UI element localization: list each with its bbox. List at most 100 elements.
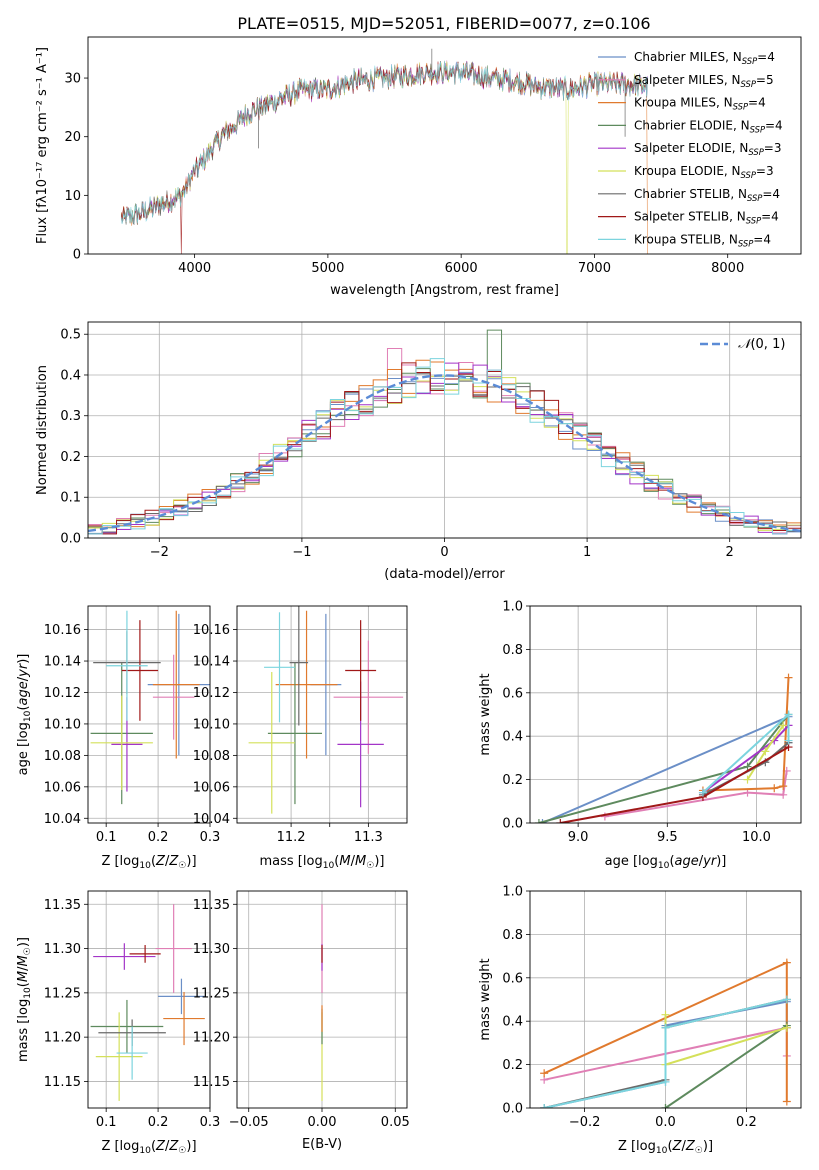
mass-vs-Z-point bbox=[155, 904, 192, 993]
spectrum-series-line bbox=[121, 61, 648, 224]
age-vs-Z-point bbox=[106, 610, 148, 721]
mass-vs-ebv-xtick-label: −0.05 bbox=[229, 1115, 269, 1130]
age-vs-Z-frame bbox=[87, 605, 211, 824]
spectrum-legend-label: Salpeter ELODIE, NSSP=3 bbox=[634, 141, 782, 157]
age-vs-mass-ytick-label: 10.04 bbox=[193, 812, 230, 827]
marker bbox=[779, 790, 788, 799]
age-vs-Z-panel: 0.1 0.2 0.3 10.04 10.06 10.08 10.10 10.12 10.14 1… bbox=[16, 605, 220, 871]
mass-vs-ebv-xlabel: E(B-V) bbox=[302, 1137, 342, 1152]
age-vs-mass-xtick-label: 11.2 bbox=[277, 830, 306, 845]
age-vs-Z-xtick-label: 0.2 bbox=[148, 830, 169, 845]
residuals-ylabel: Normed distribution bbox=[35, 365, 50, 495]
mass-weight-vs-Z-ytick-label: 1.0 bbox=[502, 885, 523, 900]
mass-vs-Z-ytick-label: 11.35 bbox=[44, 898, 81, 913]
marker bbox=[761, 747, 770, 756]
marker bbox=[770, 784, 779, 793]
mass-weight-vs-Z-series bbox=[540, 995, 791, 1108]
mass-weight-vs-Z-ytick-label: 0.0 bbox=[502, 1102, 523, 1117]
mass-weight-vs-age-ytick-label: 0.2 bbox=[502, 773, 523, 788]
mass-weight-vs-Z-ylabel: mass weight bbox=[478, 958, 493, 1040]
age-vs-Z-ytick-label: 10.04 bbox=[44, 812, 81, 827]
spectrum-xtick-label: 6000 bbox=[445, 261, 478, 276]
spectrum-legend-label: Chabrier ELODIE, NSSP=4 bbox=[634, 118, 783, 134]
normal-curve bbox=[88, 374, 801, 533]
age-vs-Z-ytick-label: 10.06 bbox=[44, 780, 81, 795]
spectrum-legend-label: Kroupa STELIB, NSSP=4 bbox=[634, 232, 771, 248]
marker bbox=[600, 812, 609, 821]
mass-weight-vs-Z-ytick-label: 0.6 bbox=[502, 971, 523, 986]
mass-vs-Z-point bbox=[116, 1026, 148, 1080]
marker bbox=[534, 819, 543, 823]
mass-vs-ebv-ytick-label: 11.30 bbox=[193, 942, 230, 957]
residuals-grid bbox=[88, 322, 801, 539]
spectrum-xtick-label: 7000 bbox=[578, 261, 611, 276]
age-vs-mass-point bbox=[289, 606, 309, 726]
age-vs-mass-frame bbox=[236, 605, 408, 824]
mass-weight-vs-Z-xlabel: Z [log10(Z/Z☉)] bbox=[618, 1139, 713, 1156]
mass-weight-vs-Z-series bbox=[661, 1021, 791, 1108]
residuals-xtick-label: −2 bbox=[150, 545, 169, 560]
age-vs-Z-ytick-label: 10.12 bbox=[44, 686, 81, 701]
age-vs-Z-xtick-label: 0.1 bbox=[96, 830, 117, 845]
mass-vs-Z-ytick-label: 11.20 bbox=[44, 1031, 81, 1046]
marker bbox=[540, 1104, 549, 1108]
marker bbox=[661, 1077, 670, 1086]
spectrum-legend-label: Kroupa MILES, NSSP=4 bbox=[634, 96, 766, 112]
mass-weight-vs-Z-series bbox=[661, 1010, 791, 1069]
age-vs-mass-panel: 11.2 11.3 10.04 10.06 10.08 10.10 10.12 10.14 10… bbox=[193, 605, 408, 871]
figure-title: PLATE=0515, MJD=52051, FIBERID=0077, z=0… bbox=[237, 14, 650, 33]
mass-vs-Z-grid bbox=[88, 891, 211, 1108]
mass-vs-Z-ylabel: mass [log10(M/M☉)] bbox=[16, 937, 33, 1062]
age-vs-mass-ytick-label: 10.06 bbox=[193, 780, 230, 795]
mass-weight-vs-Z-frame bbox=[529, 890, 802, 1109]
mass-weight-vs-age-ytick-label: 1.0 bbox=[502, 600, 523, 615]
mass-vs-ebv-panel: −0.05 0.00 0.05 11.15 11.20 11.25 11.30 11.35 E(… bbox=[193, 890, 410, 1152]
spectrum-ytick-label: 0 bbox=[73, 248, 81, 263]
age-vs-mass-ytick-label: 10.08 bbox=[193, 749, 230, 764]
age-vs-Z-point bbox=[90, 695, 153, 790]
residuals-frame bbox=[87, 321, 802, 539]
age-vs-mass-point bbox=[264, 612, 295, 723]
mass-weight-vs-age-series bbox=[698, 710, 793, 797]
spectrum-legend-label: Chabrier STELIB, NSSP=4 bbox=[634, 187, 780, 203]
marker bbox=[782, 1023, 791, 1032]
mass-weight-vs-Z-ytick-label: 0.8 bbox=[502, 928, 523, 943]
mass-vs-Z-point bbox=[158, 978, 205, 1015]
residuals-panel: −2 −1 0 1 2 0.0 0.1 0.2 0.3 0.4 0.5 (data-model)/er… bbox=[35, 321, 802, 582]
spectrum-legend-label: Salpeter STELIB, NSSP=4 bbox=[634, 210, 779, 226]
age-vs-mass-point bbox=[333, 640, 404, 754]
mass-vs-Z-xtick-label: 0.3 bbox=[200, 1115, 221, 1130]
mass-weight-vs-age-grid bbox=[530, 605, 801, 824]
mass-weight-vs-Z-ytick-label: 0.4 bbox=[502, 1015, 523, 1030]
marker bbox=[698, 788, 707, 797]
mass-weight-vs-age-xtick-label: 10.0 bbox=[742, 830, 771, 845]
mass-vs-Z-ytick-label: 11.25 bbox=[44, 986, 81, 1001]
age-vs-Z-point bbox=[152, 654, 195, 740]
age-vs-Z-xlabel: Z [log10(Z/Z☉)] bbox=[101, 854, 196, 871]
mass-weight-vs-age-ytick-label: 0.8 bbox=[502, 643, 523, 658]
marker bbox=[784, 736, 793, 745]
spectrum-ytick-label: 30 bbox=[64, 72, 81, 87]
residuals-ytick-label: 0.5 bbox=[60, 328, 81, 343]
age-vs-mass-ytick-label: 10.14 bbox=[193, 655, 230, 670]
residuals-ytick-label: 0.3 bbox=[60, 409, 81, 424]
mass-weight-vs-age-frame bbox=[529, 605, 802, 824]
marker bbox=[556, 819, 565, 823]
spectrum-xtick-label: 4000 bbox=[178, 261, 211, 276]
age-vs-mass-xlabel: mass [log10(M/M☉)] bbox=[260, 854, 385, 871]
mass-weight-vs-age-xtick-label: 9.5 bbox=[657, 830, 678, 845]
age-vs-mass-xtick-label: 11.3 bbox=[354, 830, 383, 845]
mass-weight-vs-age-plot-area bbox=[534, 673, 793, 823]
spectrum-plot-area bbox=[121, 48, 648, 254]
spectrum-legend-label: Salpeter MILES, NSSP=5 bbox=[634, 73, 774, 89]
residual-histogram bbox=[88, 358, 801, 535]
mass-weight-vs-Z-xtick-label: 0.0 bbox=[655, 1115, 676, 1130]
mass-vs-Z-point bbox=[95, 1012, 143, 1101]
age-vs-Z-point bbox=[121, 620, 159, 721]
residuals-xtick-label: 0 bbox=[440, 545, 448, 560]
mass-weight-vs-Z-xtick-label: 0.2 bbox=[736, 1115, 757, 1130]
mass-vs-Z-plot-area bbox=[90, 904, 205, 1101]
residuals-xtick-label: 2 bbox=[726, 545, 734, 560]
age-vs-Z-grid bbox=[88, 606, 211, 823]
